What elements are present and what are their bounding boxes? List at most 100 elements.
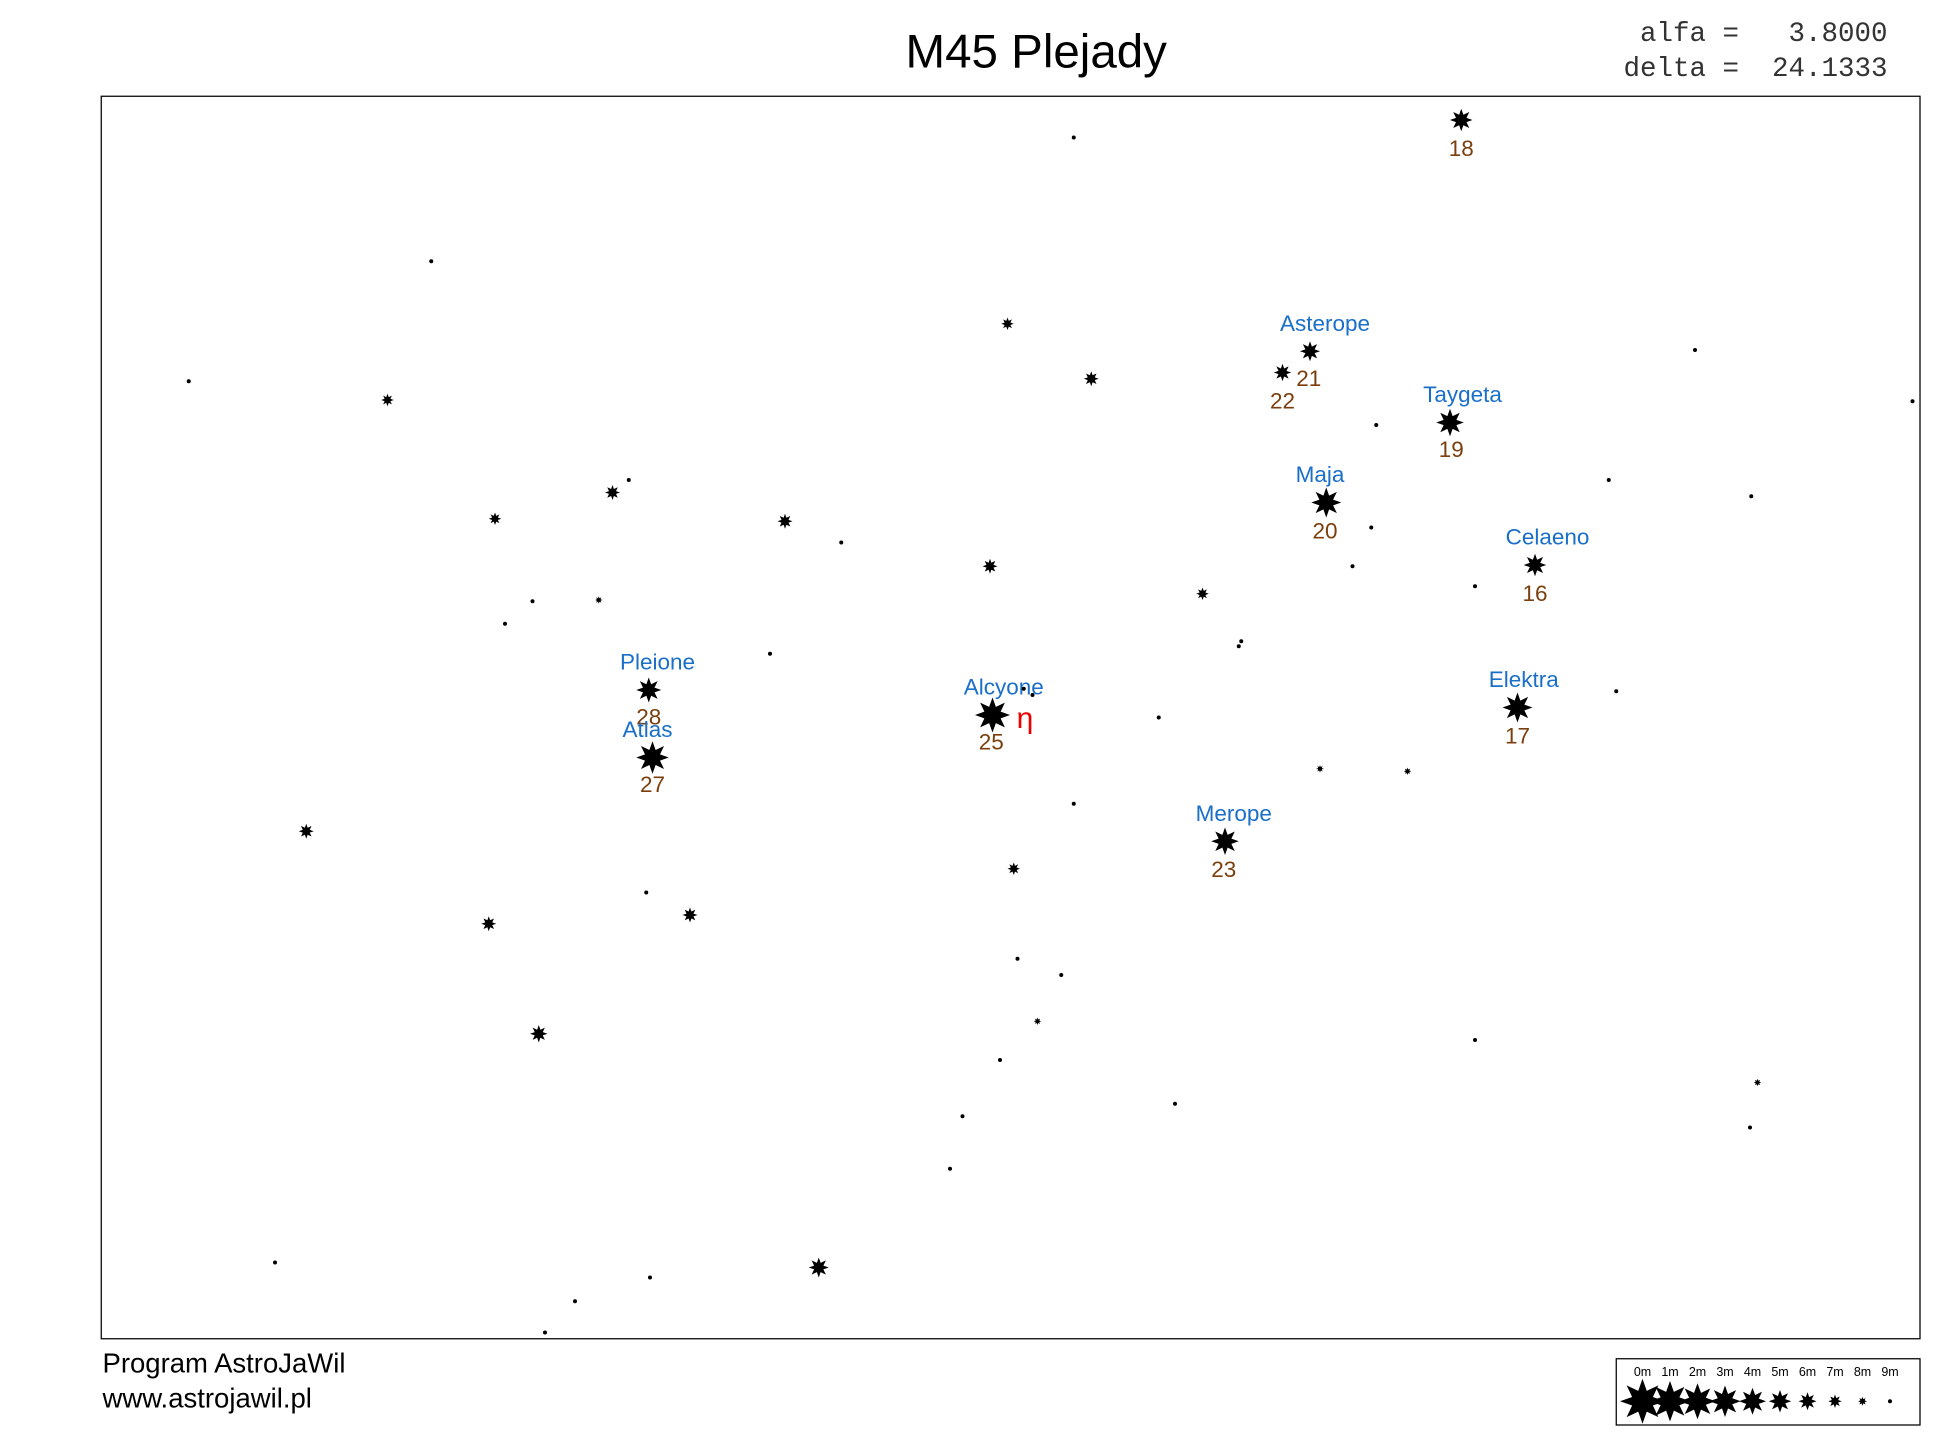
star-number: 25 xyxy=(979,730,1004,755)
star xyxy=(1273,363,1292,382)
footer-program: Program AstroJaWil xyxy=(103,1347,346,1378)
star xyxy=(1300,341,1320,362)
alfa: alfa = 3.8000 xyxy=(1640,19,1888,50)
star xyxy=(543,1330,547,1335)
star xyxy=(1001,317,1014,330)
star xyxy=(1858,1396,1867,1406)
star xyxy=(998,1058,1003,1062)
star-number: 16 xyxy=(1522,581,1547,606)
star xyxy=(1502,692,1533,723)
greek-letter: η xyxy=(1017,702,1034,735)
star xyxy=(1015,956,1020,961)
star xyxy=(186,379,191,384)
star xyxy=(1473,1038,1477,1042)
star xyxy=(636,677,662,703)
star xyxy=(1316,765,1324,773)
star-number: 17 xyxy=(1505,723,1530,748)
star-number: 18 xyxy=(1449,136,1474,161)
star xyxy=(1033,1017,1042,1025)
star xyxy=(1693,348,1697,352)
star xyxy=(1739,1387,1766,1415)
legend-box xyxy=(1615,1358,1921,1426)
star-name: Taygeta xyxy=(1423,382,1502,407)
star-number: 23 xyxy=(1211,857,1236,882)
star xyxy=(975,697,1010,733)
star-name: Pleione xyxy=(620,650,695,675)
delta: delta = 24.1333 xyxy=(1623,54,1887,85)
legend-label: 8m xyxy=(1854,1365,1871,1379)
star xyxy=(1450,108,1473,132)
legend-label: 6m xyxy=(1799,1365,1816,1379)
star xyxy=(1606,478,1611,482)
star xyxy=(573,1299,577,1304)
star xyxy=(1620,1378,1665,1424)
star xyxy=(1523,553,1547,577)
legend-label: 0m xyxy=(1634,1365,1651,1379)
star xyxy=(682,907,698,923)
star xyxy=(1059,973,1064,978)
star xyxy=(1403,767,1412,775)
star xyxy=(1753,1078,1762,1087)
footer-url: www.astrojawil.pl xyxy=(102,1382,312,1413)
star xyxy=(948,1166,953,1171)
star xyxy=(626,478,631,482)
star-name: Maja xyxy=(1296,462,1345,487)
star xyxy=(1071,801,1076,806)
star xyxy=(1749,494,1754,499)
star xyxy=(1374,423,1379,427)
star-number: 28 xyxy=(636,705,661,730)
star xyxy=(1369,525,1374,530)
star xyxy=(1211,827,1239,855)
star xyxy=(381,393,394,407)
star xyxy=(1173,1101,1177,1106)
star xyxy=(1910,399,1915,404)
star-name: Merope xyxy=(1196,801,1272,826)
star-number: 20 xyxy=(1312,518,1337,543)
star xyxy=(1007,862,1020,875)
star xyxy=(1156,715,1161,720)
star xyxy=(777,513,793,529)
star xyxy=(1030,693,1035,698)
star xyxy=(595,596,603,604)
star xyxy=(605,485,620,500)
star xyxy=(1473,584,1477,589)
star-number: 22 xyxy=(1270,388,1295,413)
star xyxy=(839,540,844,545)
star xyxy=(1614,689,1619,694)
star xyxy=(1828,1394,1842,1408)
star-number: 27 xyxy=(640,772,665,797)
star xyxy=(1236,644,1241,649)
star xyxy=(1083,371,1099,387)
legend-label: 7m xyxy=(1826,1365,1843,1379)
title: M45 Plejady xyxy=(906,26,1168,79)
legend-label: 1m xyxy=(1661,1365,1678,1379)
star xyxy=(530,599,535,604)
star-name: Elektra xyxy=(1489,667,1560,692)
star xyxy=(1071,135,1076,140)
star xyxy=(808,1257,829,1278)
star xyxy=(636,741,669,774)
star xyxy=(1798,1392,1817,1411)
star xyxy=(1748,1125,1752,1130)
star xyxy=(1709,1385,1741,1417)
star xyxy=(503,621,507,626)
star xyxy=(273,1260,277,1265)
star xyxy=(644,890,649,895)
star-name: Alcyone xyxy=(964,675,1044,700)
star xyxy=(1196,587,1209,600)
star xyxy=(1768,1390,1792,1413)
star xyxy=(768,651,773,656)
star xyxy=(1436,408,1464,437)
star xyxy=(488,512,502,525)
star xyxy=(648,1275,653,1280)
star xyxy=(1888,1399,1892,1404)
star-name: Asterope xyxy=(1280,311,1370,336)
star xyxy=(1021,686,1026,691)
frame xyxy=(100,95,1921,1340)
star xyxy=(960,1114,965,1119)
legend-label: 9m xyxy=(1881,1365,1898,1379)
star xyxy=(1311,487,1342,518)
